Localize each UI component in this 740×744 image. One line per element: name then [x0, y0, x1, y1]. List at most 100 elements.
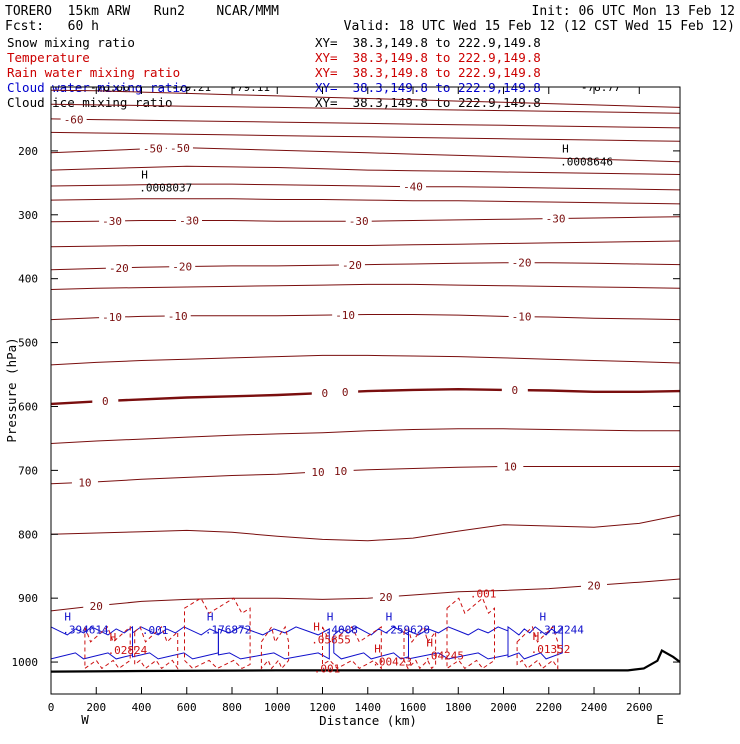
- rain-water-contour: [134, 626, 179, 671]
- x-tick-label: 600: [177, 701, 197, 714]
- legend-rain-xy: XY= 38.3,149.8 to 222.9,149.8: [315, 65, 541, 80]
- rain-max-marker: H: [110, 631, 117, 644]
- isotherm-label: -10: [512, 311, 532, 324]
- y-tick-label: 200: [18, 145, 38, 158]
- cloud_water-max-marker: H: [64, 611, 71, 624]
- snow-contour-label: -79.11: [230, 81, 270, 94]
- rain-water-contour: [516, 625, 559, 671]
- isotherm-label-bg: [304, 465, 331, 477]
- rain-contour-label: .001: [314, 662, 341, 675]
- x-tick-label: 1600: [400, 701, 427, 714]
- rain-max-marker: H: [374, 643, 381, 656]
- cloud_water-max-marker: H: [386, 611, 393, 624]
- isotherm--60: [51, 118, 680, 129]
- x-tick-label: 0: [48, 701, 55, 714]
- isotherm-label: -40: [403, 181, 423, 194]
- legend-cloud-ice-name: Cloud ice mixing ratio: [7, 95, 173, 110]
- isotherm-0: [51, 387, 680, 406]
- legend-rain-name: Rain water mixing ratio: [7, 65, 180, 80]
- y-tick-label: 1000: [12, 656, 39, 669]
- rain-water-contour: [322, 625, 382, 670]
- isotherm-label-bg: [164, 309, 191, 321]
- isotherm-label: -30: [179, 215, 199, 228]
- isotherm-label: 0: [102, 395, 109, 408]
- x-tick-label: 2600: [626, 701, 653, 714]
- cloud_water-max-value: .312244: [537, 624, 584, 637]
- isotherm-label-bg: [166, 141, 193, 153]
- isotherm-label: -20: [109, 262, 129, 275]
- rain-water-contour: [84, 625, 131, 670]
- isotherm-label: -20: [512, 257, 532, 270]
- isotherm-label-bg: [92, 394, 119, 406]
- rain-water-contour: [403, 625, 437, 670]
- isotherm-label: 20: [587, 579, 600, 592]
- isotherm-label: 20: [90, 600, 103, 613]
- isotherm-label: -30: [546, 213, 566, 226]
- isotherm--10: [51, 314, 680, 321]
- x-tick-label: 1400: [355, 701, 382, 714]
- isotherm-label: -30: [102, 215, 122, 228]
- isotherm--25: [51, 240, 680, 248]
- isotherm-label: -50: [143, 143, 163, 156]
- y-tick-label: 400: [18, 273, 38, 286]
- isotherm--5: [51, 354, 680, 366]
- isotherm-label-bg: [345, 215, 372, 227]
- isotherm-label-bg: [83, 599, 110, 611]
- x-tick-label: 400: [132, 701, 152, 714]
- snow-max-value: .0008037: [139, 182, 192, 195]
- isotherm-label: -20: [172, 261, 192, 274]
- isotherm-10: [51, 466, 680, 485]
- isotherm-label: -30: [349, 215, 369, 228]
- y-tick-label: 600: [18, 400, 38, 413]
- x-axis-east-label: E: [656, 712, 664, 727]
- x-tick-label: 800: [222, 701, 242, 714]
- header: TORERO 15km ARW Run2 NCAR/MMM Fcst: 60 h…: [5, 4, 735, 34]
- y-tick-label: 800: [18, 528, 38, 541]
- isotherm-label-bg: [332, 386, 359, 398]
- isotherm-20: [51, 578, 680, 612]
- header-forecast-line: Fcst: 60 h: [5, 19, 99, 34]
- rain-water-contour: [184, 597, 251, 670]
- cloud-water-contour: [217, 626, 330, 660]
- isotherm--35: [51, 198, 680, 205]
- rain-max-marker: H: [533, 630, 540, 643]
- isotherm-label-bg: [542, 212, 569, 224]
- isotherm-label-bg: [332, 308, 359, 320]
- y-tick-label: 900: [18, 592, 38, 605]
- isotherm-label: -50: [170, 142, 190, 155]
- isotherm-label-bg: [508, 310, 535, 322]
- x-tick-label: 1000: [264, 701, 291, 714]
- isotherm-label: 20: [379, 591, 392, 604]
- isotherm-label-bg: [311, 386, 338, 398]
- snow-max-marker: H: [562, 142, 569, 155]
- rain-contour-label: .001: [470, 588, 497, 601]
- isotherm--70: [51, 89, 680, 108]
- header-model-line: TORERO 15km ARW Run2 NCAR/MMM: [5, 4, 279, 19]
- isotherm-label-bg: [327, 464, 354, 476]
- isotherm-label: -10: [335, 309, 355, 322]
- isotherm-label: 10: [334, 465, 347, 478]
- legend-temperature-xy: XY= 38.3,149.8 to 222.9,149.8: [315, 50, 541, 65]
- isotherm-label-bg: [338, 258, 365, 270]
- rain-max-value: .00423: [372, 656, 412, 669]
- cloud_water-max-marker: H: [207, 611, 214, 624]
- cloud_water-max-marker: H: [539, 611, 546, 624]
- isotherm-label-bg: [71, 476, 98, 488]
- isotherm-label-bg: [497, 460, 524, 472]
- isotherm-label-bg: [105, 261, 132, 273]
- isotherm-label: 0: [512, 384, 519, 397]
- isotherm-label-bg: [581, 579, 608, 591]
- isotherm-label-bg: [501, 384, 528, 396]
- cloud_water-max-value: .394614: [62, 624, 109, 637]
- snow-max-value: .0008646: [560, 155, 613, 168]
- isotherm-label: 0: [321, 387, 328, 400]
- axes: 0 200 400 600 800 1000 1200 1400 1600 1800 2000 220…: [12, 87, 680, 714]
- plot-layer: -60 -50 -50 -40 -30 -30 -30 -30 -20 -20 -20 -20 -10 -…: [51, 81, 680, 675]
- snow-contour-label: -79.21: [171, 81, 211, 94]
- x-axis-west-label: W: [81, 712, 89, 727]
- isotherm-5: [51, 428, 680, 444]
- cloud_water-contour-label: .001: [142, 624, 169, 637]
- rain-water-contour: [260, 625, 290, 670]
